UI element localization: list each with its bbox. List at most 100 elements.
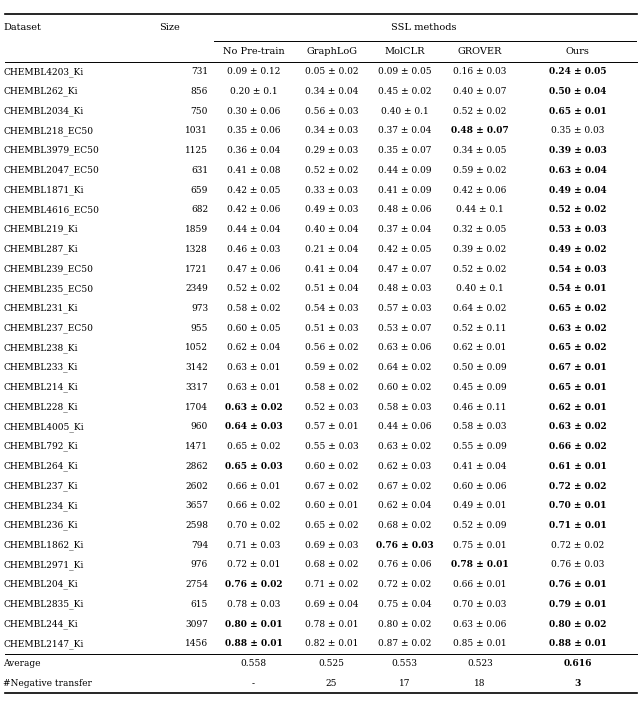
Text: 0.49 ± 0.01: 0.49 ± 0.01 <box>453 501 507 510</box>
Text: 0.75 ± 0.01: 0.75 ± 0.01 <box>453 541 507 550</box>
Text: 0.44 ± 0.1: 0.44 ± 0.1 <box>456 205 504 214</box>
Text: GROVER: GROVER <box>458 47 502 56</box>
Text: 0.33 ± 0.03: 0.33 ± 0.03 <box>305 186 358 195</box>
Text: 0.62 ± 0.01: 0.62 ± 0.01 <box>453 344 507 352</box>
Text: 0.41 ± 0.04: 0.41 ± 0.04 <box>305 264 358 273</box>
Text: 0.63 ± 0.01: 0.63 ± 0.01 <box>227 383 280 392</box>
Text: 0.76 ± 0.01: 0.76 ± 0.01 <box>548 580 607 589</box>
Text: CHEMBL239_EC50: CHEMBL239_EC50 <box>3 264 93 274</box>
Text: CHEMBL287_Ki: CHEMBL287_Ki <box>3 245 78 254</box>
Text: 0.63 ± 0.02: 0.63 ± 0.02 <box>378 442 431 451</box>
Text: 0.50 ± 0.09: 0.50 ± 0.09 <box>453 363 507 372</box>
Text: 0.51 ± 0.03: 0.51 ± 0.03 <box>305 323 358 333</box>
Text: 615: 615 <box>191 600 208 609</box>
Text: 0.63 ± 0.04: 0.63 ± 0.04 <box>548 166 607 175</box>
Text: 3142: 3142 <box>185 363 208 372</box>
Text: 1125: 1125 <box>185 146 208 155</box>
Text: 0.48 ± 0.03: 0.48 ± 0.03 <box>378 284 431 293</box>
Text: 0.62 ± 0.04: 0.62 ± 0.04 <box>227 344 280 352</box>
Text: 0.52 ± 0.02: 0.52 ± 0.02 <box>549 205 606 214</box>
Text: 0.72 ± 0.02: 0.72 ± 0.02 <box>378 580 431 589</box>
Text: 0.47 ± 0.06: 0.47 ± 0.06 <box>227 264 280 273</box>
Text: 0.42 ± 0.06: 0.42 ± 0.06 <box>227 205 280 214</box>
Text: 0.71 ± 0.01: 0.71 ± 0.01 <box>548 521 607 530</box>
Text: 0.21 ± 0.04: 0.21 ± 0.04 <box>305 245 358 254</box>
Text: 0.44 ± 0.09: 0.44 ± 0.09 <box>378 166 431 175</box>
Text: CHEMBL262_Ki: CHEMBL262_Ki <box>3 86 77 96</box>
Text: 0.40 ± 0.1: 0.40 ± 0.1 <box>381 107 428 116</box>
Text: 0.62 ± 0.03: 0.62 ± 0.03 <box>378 462 431 471</box>
Text: CHEMBL237_Ki: CHEMBL237_Ki <box>3 481 77 491</box>
Text: 0.58 ± 0.02: 0.58 ± 0.02 <box>227 304 280 313</box>
Text: 0.60 ± 0.02: 0.60 ± 0.02 <box>305 462 358 471</box>
Text: 0.49 ± 0.03: 0.49 ± 0.03 <box>305 205 358 214</box>
Text: 0.56 ± 0.03: 0.56 ± 0.03 <box>305 107 358 116</box>
Text: 1721: 1721 <box>185 264 208 273</box>
Text: 0.64 ± 0.02: 0.64 ± 0.02 <box>453 304 507 313</box>
Text: 0.71 ± 0.02: 0.71 ± 0.02 <box>305 580 358 589</box>
Text: 0.54 ± 0.03: 0.54 ± 0.03 <box>548 264 607 273</box>
Text: 976: 976 <box>191 560 208 569</box>
Text: CHEMBL231_Ki: CHEMBL231_Ki <box>3 304 77 314</box>
Text: 0.55 ± 0.03: 0.55 ± 0.03 <box>305 442 358 451</box>
Text: 3317: 3317 <box>185 383 208 392</box>
Text: 0.34 ± 0.04: 0.34 ± 0.04 <box>305 87 358 96</box>
Text: 2754: 2754 <box>185 580 208 589</box>
Text: CHEMBL214_Ki: CHEMBL214_Ki <box>3 382 78 392</box>
Text: 0.52 ± 0.02: 0.52 ± 0.02 <box>227 284 280 293</box>
Text: CHEMBL4203_Ki: CHEMBL4203_Ki <box>3 67 83 77</box>
Text: 1456: 1456 <box>185 639 208 648</box>
Text: 0.52 ± 0.02: 0.52 ± 0.02 <box>453 107 507 116</box>
Text: 0.36 ± 0.04: 0.36 ± 0.04 <box>227 146 280 155</box>
Text: CHEMBL2147_Ki: CHEMBL2147_Ki <box>3 639 84 649</box>
Text: CHEMBL1862_Ki: CHEMBL1862_Ki <box>3 541 84 550</box>
Text: 0.88 ± 0.01: 0.88 ± 0.01 <box>548 639 607 648</box>
Text: 2862: 2862 <box>185 462 208 471</box>
Text: Dataset: Dataset <box>3 23 41 32</box>
Text: 0.48 ± 0.07: 0.48 ± 0.07 <box>451 127 509 136</box>
Text: Size: Size <box>159 23 180 32</box>
Text: 0.80 ± 0.02: 0.80 ± 0.02 <box>378 619 431 628</box>
Text: 0.63 ± 0.06: 0.63 ± 0.06 <box>453 619 507 628</box>
Text: 0.50 ± 0.04: 0.50 ± 0.04 <box>549 87 606 96</box>
Text: 0.41 ± 0.04: 0.41 ± 0.04 <box>453 462 507 471</box>
Text: 0.65 ± 0.01: 0.65 ± 0.01 <box>548 107 607 116</box>
Text: 0.66 ± 0.02: 0.66 ± 0.02 <box>548 442 607 451</box>
Text: 0.52 ± 0.11: 0.52 ± 0.11 <box>453 323 507 333</box>
Text: 0.65 ± 0.02: 0.65 ± 0.02 <box>548 304 607 313</box>
Text: 0.558: 0.558 <box>241 659 266 668</box>
Text: 0.54 ± 0.01: 0.54 ± 0.01 <box>548 284 607 293</box>
Text: 0.59 ± 0.02: 0.59 ± 0.02 <box>453 166 507 175</box>
Text: 0.49 ± 0.02: 0.49 ± 0.02 <box>548 245 607 254</box>
Text: CHEMBL264_Ki: CHEMBL264_Ki <box>3 461 78 471</box>
Text: #Negative transfer: #Negative transfer <box>3 679 92 688</box>
Text: 0.71 ± 0.03: 0.71 ± 0.03 <box>227 541 280 550</box>
Text: 0.42 ± 0.05: 0.42 ± 0.05 <box>227 186 280 195</box>
Text: 0.16 ± 0.03: 0.16 ± 0.03 <box>453 67 507 76</box>
Text: 0.65 ± 0.02: 0.65 ± 0.02 <box>305 521 358 530</box>
Text: CHEMBL228_Ki: CHEMBL228_Ki <box>3 402 77 412</box>
Text: 0.69 ± 0.03: 0.69 ± 0.03 <box>305 541 358 550</box>
Text: 1471: 1471 <box>185 442 208 451</box>
Text: 0.78 ± 0.03: 0.78 ± 0.03 <box>227 600 280 609</box>
Text: 0.45 ± 0.02: 0.45 ± 0.02 <box>378 87 431 96</box>
Text: 0.79 ± 0.01: 0.79 ± 0.01 <box>548 600 607 609</box>
Text: 1328: 1328 <box>185 245 208 254</box>
Text: 0.54 ± 0.03: 0.54 ± 0.03 <box>305 304 358 313</box>
Text: 0.60 ± 0.02: 0.60 ± 0.02 <box>378 383 431 392</box>
Text: 0.58 ± 0.02: 0.58 ± 0.02 <box>305 383 358 392</box>
Text: No Pre-train: No Pre-train <box>223 47 284 56</box>
Text: 682: 682 <box>191 205 208 214</box>
Text: 0.72 ± 0.01: 0.72 ± 0.01 <box>227 560 280 569</box>
Text: 0.40 ± 0.07: 0.40 ± 0.07 <box>453 87 507 96</box>
Text: 0.60 ± 0.01: 0.60 ± 0.01 <box>305 501 358 510</box>
Text: 0.58 ± 0.03: 0.58 ± 0.03 <box>378 403 431 411</box>
Text: 0.65 ± 0.02: 0.65 ± 0.02 <box>227 442 280 451</box>
Text: 1704: 1704 <box>185 403 208 411</box>
Text: 0.62 ± 0.01: 0.62 ± 0.01 <box>548 403 607 411</box>
Text: 0.52 ± 0.09: 0.52 ± 0.09 <box>453 521 507 530</box>
Text: 0.41 ± 0.08: 0.41 ± 0.08 <box>227 166 280 175</box>
Text: 0.76 ± 0.02: 0.76 ± 0.02 <box>225 580 282 589</box>
Text: CHEMBL2971_Ki: CHEMBL2971_Ki <box>3 560 84 569</box>
Text: 0.67 ± 0.02: 0.67 ± 0.02 <box>305 482 358 491</box>
